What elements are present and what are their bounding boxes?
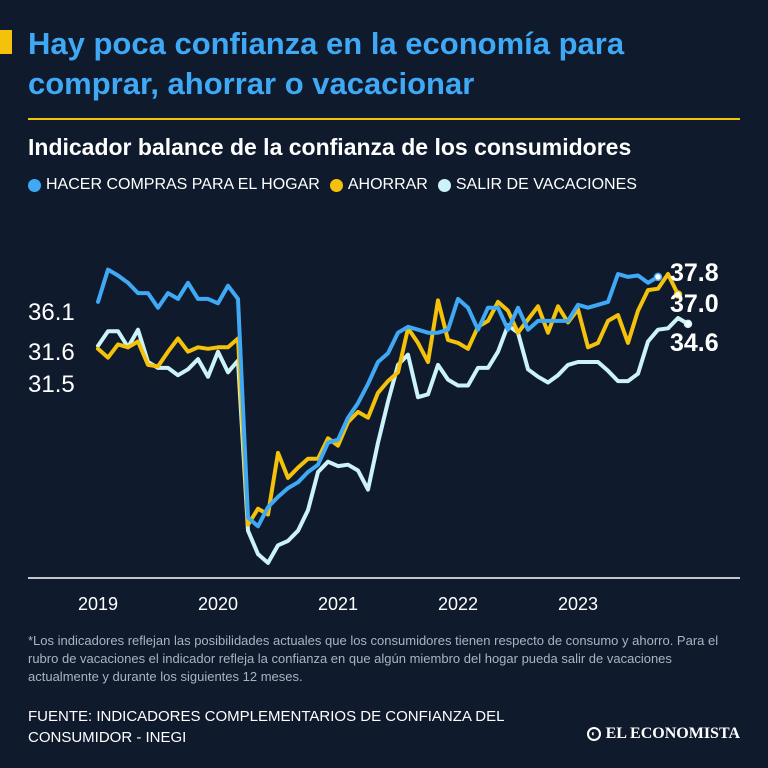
brand: ◐ EL ECONOMISTA bbox=[586, 725, 740, 743]
line-chart: 2019 2020 2021 2022 2023 36.1 31.6 31.5 37.8 37.0… bbox=[28, 259, 740, 614]
start-label-vacaciones: 31.5 bbox=[28, 371, 75, 398]
brand-name: EL ECONOMISTA bbox=[605, 725, 740, 742]
end-label-vacaciones: 34.6 bbox=[670, 329, 719, 357]
x-tick-label-2021: 2021 bbox=[318, 594, 358, 614]
legend-item-compras: HACER COMPRAS PARA EL HOGAR bbox=[28, 176, 320, 194]
page-title: Hay poca confianza en la economía para c… bbox=[28, 26, 625, 101]
end-label-compras: 37.8 bbox=[670, 259, 719, 287]
title-accent-bar bbox=[0, 30, 12, 54]
footnote: *Los indicadores reflejan las posibilida… bbox=[28, 633, 719, 684]
series-line-compras bbox=[96, 267, 660, 529]
legend-dot-ahorrar bbox=[329, 178, 343, 192]
chart-legend: HACER COMPRAS PARA EL HOGAR AHORRAR SALI… bbox=[28, 176, 637, 194]
legend-label-ahorrar: AHORRAR bbox=[347, 176, 428, 193]
end-marker-compras bbox=[653, 272, 663, 282]
series-line-vacaciones bbox=[96, 316, 690, 565]
source-note: FUENTE: INDICADORES COMPLEMENTARIOS DE C… bbox=[28, 708, 504, 746]
x-tick-label-2020: 2020 bbox=[198, 594, 238, 614]
x-tick-label-2023: 2023 bbox=[558, 594, 598, 614]
legend-dot-vacaciones bbox=[437, 178, 451, 192]
legend-label-vacaciones: SALIR DE VACACIONES bbox=[455, 176, 637, 193]
x-tick-label-2022: 2022 bbox=[438, 594, 478, 614]
start-label-ahorrar: 31.6 bbox=[28, 339, 75, 366]
legend-dot-compras bbox=[28, 178, 41, 192]
x-tick-label-2019: 2019 bbox=[78, 594, 118, 614]
series-line-ahorrar bbox=[96, 272, 680, 527]
start-label-compras: 36.1 bbox=[28, 299, 75, 326]
chart-subtitle: Indicador balance de la confianza de los… bbox=[28, 134, 632, 160]
legend-item-vacaciones: SALIR DE VACACIONES bbox=[437, 176, 637, 194]
end-label-ahorrar: 37.0 bbox=[670, 290, 719, 318]
end-marker-ahorrar bbox=[673, 290, 683, 299]
legend-label-compras: HACER COMPRAS PARA EL HOGAR bbox=[46, 176, 320, 193]
title-divider bbox=[28, 118, 740, 120]
ee-logo-icon: ◐ bbox=[586, 727, 601, 741]
end-marker-vacaciones bbox=[683, 319, 693, 329]
legend-item-ahorrar: AHORRAR bbox=[329, 176, 428, 194]
